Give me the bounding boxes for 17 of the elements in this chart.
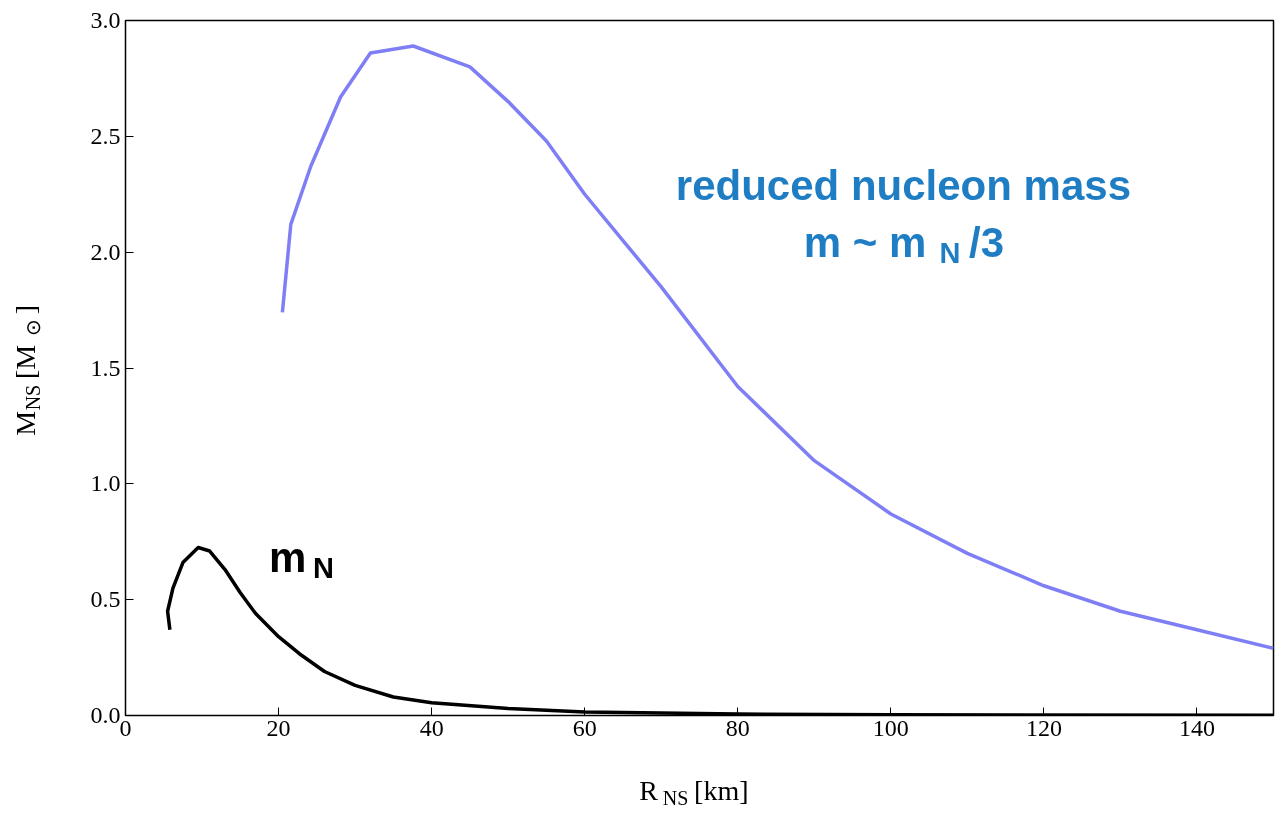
x-tick-label: 60 [572, 714, 597, 741]
y-tick-label: 2.0 [90, 238, 121, 265]
x-tick-label: 20 [266, 714, 291, 741]
y-tick-label: 0.0 [90, 702, 121, 728]
x-tick-label: 140 [1178, 714, 1215, 741]
x-tick-label: 120 [1025, 714, 1062, 741]
annotation: reduced nucleon mass [675, 161, 1132, 209]
y-tick-label: 0.5 [90, 586, 121, 613]
y-tick-label: 2.5 [90, 122, 121, 149]
x-tick-label: 40 [419, 714, 444, 741]
x-tick-label: 80 [725, 714, 750, 741]
x-tick-label: 100 [872, 714, 909, 741]
y-tick-label: 1.5 [90, 354, 121, 381]
y-axis-title: MNS [M⊙] [10, 304, 44, 436]
y-tick-label: 3.0 [90, 7, 121, 33]
y-tick-label: 1.0 [90, 470, 121, 497]
x-tick-label: 0 [119, 714, 132, 741]
